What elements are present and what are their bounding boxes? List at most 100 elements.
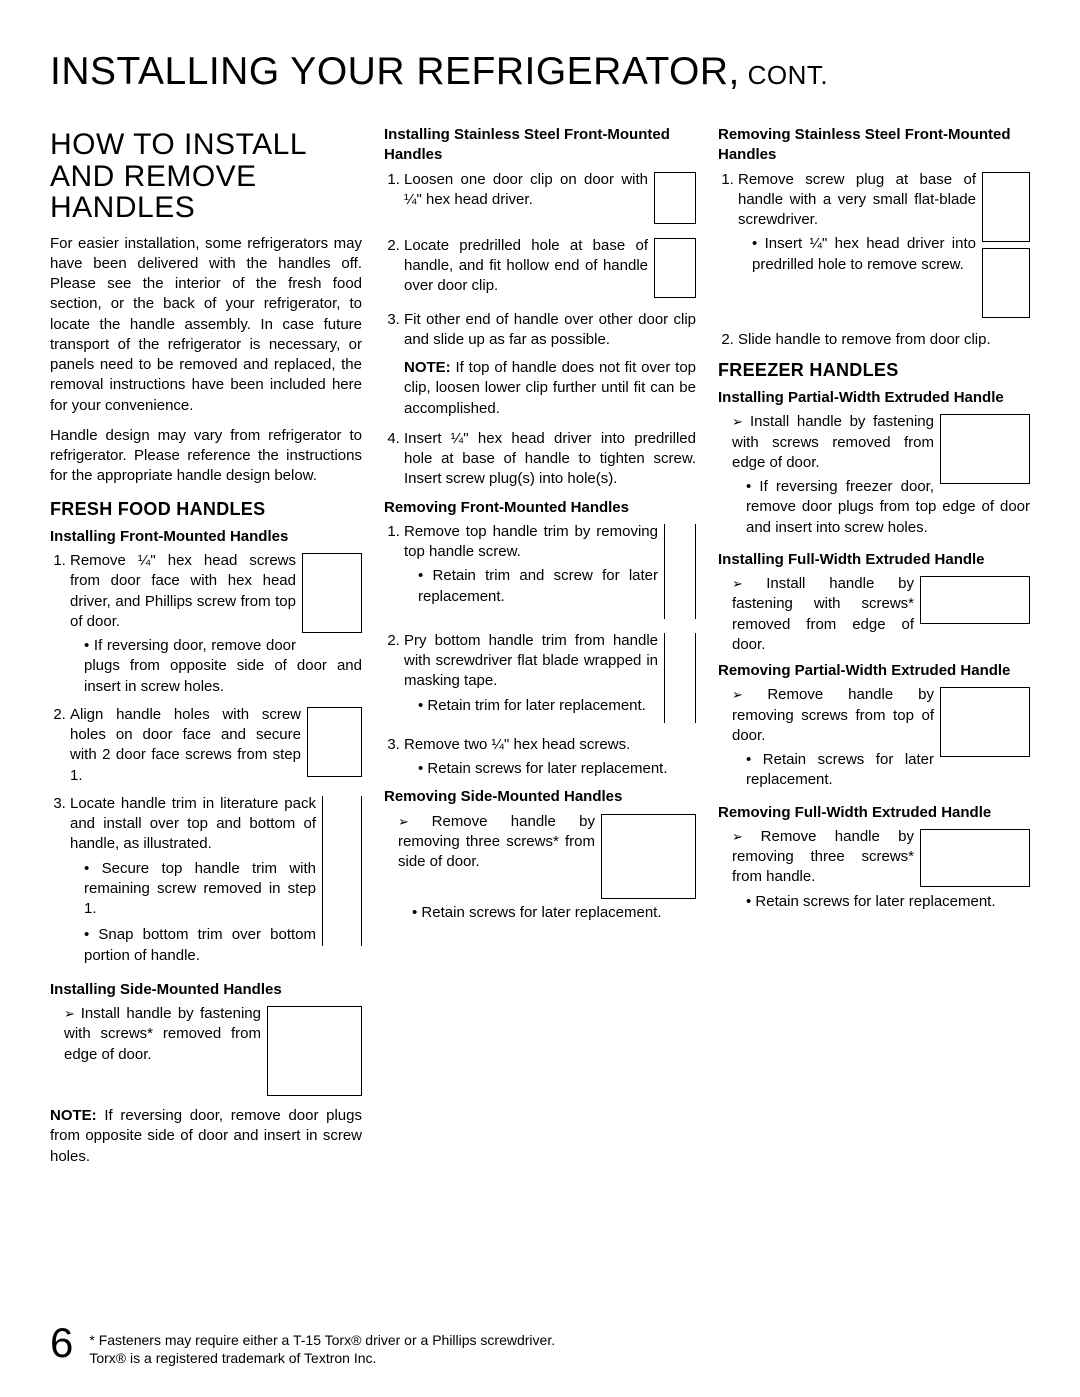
sub-bullets: Retain trim for later replacement. — [404, 696, 696, 716]
install-partial-list: Install handle by fastening with screws … — [718, 412, 1030, 544]
column-1: How to install and remove handles For ea… — [50, 119, 362, 1177]
list-item: Remove ¼" hex head screws from door face… — [70, 551, 362, 697]
list-item: Remove handle by removing screws from to… — [732, 685, 1030, 796]
list-item: Pry bottom handle trim from handle with … — [404, 631, 696, 727]
install-ss-heading: Installing Stainless Steel Front-Mounted… — [384, 125, 696, 166]
remove-front-heading: Removing Front-Mounted Handles — [384, 498, 696, 518]
install-side-heading: Installing Side-Mounted Handles — [50, 980, 362, 1000]
step-text: Install handle by fastening with screws*… — [64, 1005, 261, 1063]
step-text: Remove two ¼" hex head screws. — [404, 736, 630, 753]
trim-figure-icon — [322, 796, 362, 946]
note-label: NOTE: — [50, 1107, 97, 1124]
handle-figure-icon — [307, 707, 362, 777]
remove-partial-heading: Removing Partial-Width Extruded Handle — [718, 661, 1030, 681]
pry-figure-icon — [664, 633, 696, 723]
page-title: Installing your refrigerator, cont. — [50, 50, 1030, 94]
list-item: Install handle by fastening with screws … — [732, 412, 1030, 544]
install-partial-heading: Installing Partial-Width Extruded Handle — [718, 388, 1030, 408]
bullet-item: Retain trim for later replacement. — [418, 696, 696, 716]
install-front-list: Remove ¼" hex head screws from door face… — [50, 551, 362, 972]
step-text: Loosen one door clip on door with ¼" hex… — [404, 171, 648, 208]
footnote-block: * Fasteners may require either a T-15 To… — [89, 1331, 555, 1367]
note-text: If reversing door, remove door plugs fro… — [50, 1107, 362, 1165]
list-item: Remove screw plug at base of handle with… — [738, 170, 1030, 322]
remove-full-heading: Removing Full-Width Extruded Handle — [718, 803, 1030, 823]
bullet-item: Retain screws for later replacement. — [418, 759, 696, 779]
fresh-food-heading: FRESH FOOD HANDLES — [50, 497, 362, 521]
door-figure-icon — [302, 553, 362, 633]
install-side-list: Install handle by fastening with screws*… — [50, 1004, 362, 1100]
rem-full-figure-icon — [920, 829, 1030, 887]
partial-figure-icon — [940, 414, 1030, 484]
three-column-layout: How to install and remove handles For ea… — [50, 119, 1030, 1177]
list-item: Remove two ¼" hex head screws. Retain sc… — [404, 735, 696, 780]
list-item: Locate handle trim in literature pack an… — [70, 794, 362, 972]
hole-figure-icon — [654, 238, 696, 298]
column-2: Installing Stainless Steel Front-Mounted… — [384, 119, 696, 1177]
step-text: Remove top handle trim by removing top h… — [404, 523, 658, 560]
footnote-2: Torx® is a registered trademark of Textr… — [89, 1349, 555, 1367]
full-figure-icon — [920, 576, 1030, 624]
column-3: Removing Stainless Steel Front-Mounted H… — [718, 119, 1030, 1177]
step-text: Remove handle by removing three screws* … — [732, 828, 914, 886]
sub-bullets: Retain screws for later replacement. — [398, 903, 696, 923]
trim-rem-figure-icon — [664, 524, 696, 619]
remove-partial-list: Remove handle by removing screws from to… — [718, 685, 1030, 796]
list-item: Align handle holes with screw holes on d… — [70, 705, 362, 786]
list-item: Install handle by fastening with screws*… — [64, 1004, 362, 1100]
remove-front-list: Remove top handle trim by removing top h… — [384, 522, 696, 780]
install-ss-list-cont: Insert ¼" hex head driver into predrille… — [384, 429, 696, 490]
freezer-handles-heading: FREEZER HANDLES — [718, 358, 1030, 382]
intro-paragraph-2: Handle design may vary from refrigerator… — [50, 426, 362, 487]
footnote-1: * Fasteners may require either a T-15 To… — [89, 1331, 555, 1349]
bullet-item: Snap bottom trim over bottom portion of … — [84, 925, 362, 966]
install-front-heading: Installing Front-Mounted Handles — [50, 527, 362, 547]
list-item: Install handle by fastening with screws*… — [732, 574, 1030, 655]
step-text: Remove screw plug at base of handle with… — [738, 171, 976, 229]
install-ss-list: Loosen one door clip on door with ¼" hex… — [384, 170, 696, 351]
list-item: Remove top handle trim by removing top h… — [404, 522, 696, 623]
sub-bullets: Retain trim and screw for later replacem… — [404, 566, 696, 607]
driver-figure-icon — [982, 248, 1030, 318]
section-title: How to install and remove handles — [50, 129, 362, 224]
bullet-item: If reversing door, remove door plugs fro… — [84, 636, 362, 697]
list-item: Locate predrilled hole at base of handle… — [404, 236, 696, 302]
remove-side-heading: Removing Side-Mounted Handles — [384, 787, 696, 807]
bullet-item: Retain trim and screw for later replacem… — [418, 566, 696, 607]
step-text: Install handle by fastening with screws*… — [732, 575, 914, 653]
rem-partial-figure-icon — [940, 687, 1030, 757]
bullet-item: Retain screws for later replacement. — [746, 892, 1030, 912]
note-fit: NOTE: If top of handle does not fit over… — [384, 358, 696, 419]
intro-paragraph-1: For easier installation, some refrigerat… — [50, 234, 362, 416]
sub-bullets: If reversing door, remove door plugs fro… — [70, 636, 362, 697]
list-item: Loosen one door clip on door with ¼" hex… — [404, 170, 696, 228]
step-text: Pry bottom handle trim from handle with … — [404, 632, 658, 690]
list-item: Insert ¼" hex head driver into predrille… — [404, 429, 696, 490]
list-item: Remove handle by removing three screws* … — [398, 812, 696, 929]
remove-full-list: Remove handle by removing three screws* … — [718, 827, 1030, 918]
bullet-item: If reversing freezer door, remove door p… — [746, 477, 1030, 538]
title-small: cont. — [740, 60, 828, 90]
bullet-item: Secure top handle trim with remaining sc… — [84, 859, 362, 920]
step-text: Locate handle trim in literature pack an… — [70, 795, 316, 853]
step-text: Remove ¼" hex head screws from door face… — [70, 552, 296, 630]
note-reversing: NOTE: If reversing door, remove door plu… — [50, 1106, 362, 1167]
remove-ss-list: Remove screw plug at base of handle with… — [718, 170, 1030, 350]
sub-bullets: If reversing freezer door, remove door p… — [732, 477, 1030, 538]
side-door-figure-icon — [267, 1006, 362, 1096]
step-text: Remove handle by removing three screws* … — [398, 813, 595, 871]
page-footer: 6 * Fasteners may require either a T-15 … — [50, 1319, 1030, 1367]
page-number: 6 — [50, 1319, 73, 1367]
bullet-item: Retain screws for later replacement. — [412, 903, 696, 923]
list-item: Fit other end of handle over other door … — [404, 310, 696, 351]
install-full-list: Install handle by fastening with screws*… — [718, 574, 1030, 655]
remove-ss-heading: Removing Stainless Steel Front-Mounted H… — [718, 125, 1030, 166]
install-full-heading: Installing Full-Width Extruded Handle — [718, 550, 1030, 570]
step-text: Align handle holes with screw holes on d… — [70, 706, 301, 784]
remove-side-list: Remove handle by removing three screws* … — [384, 812, 696, 929]
rem-side-figure-icon — [601, 814, 696, 899]
plug-figure-icon — [982, 172, 1030, 242]
clip-figure-icon — [654, 172, 696, 224]
list-item: Slide handle to remove from door clip. — [738, 330, 1030, 350]
list-item: Remove handle by removing three screws* … — [732, 827, 1030, 918]
